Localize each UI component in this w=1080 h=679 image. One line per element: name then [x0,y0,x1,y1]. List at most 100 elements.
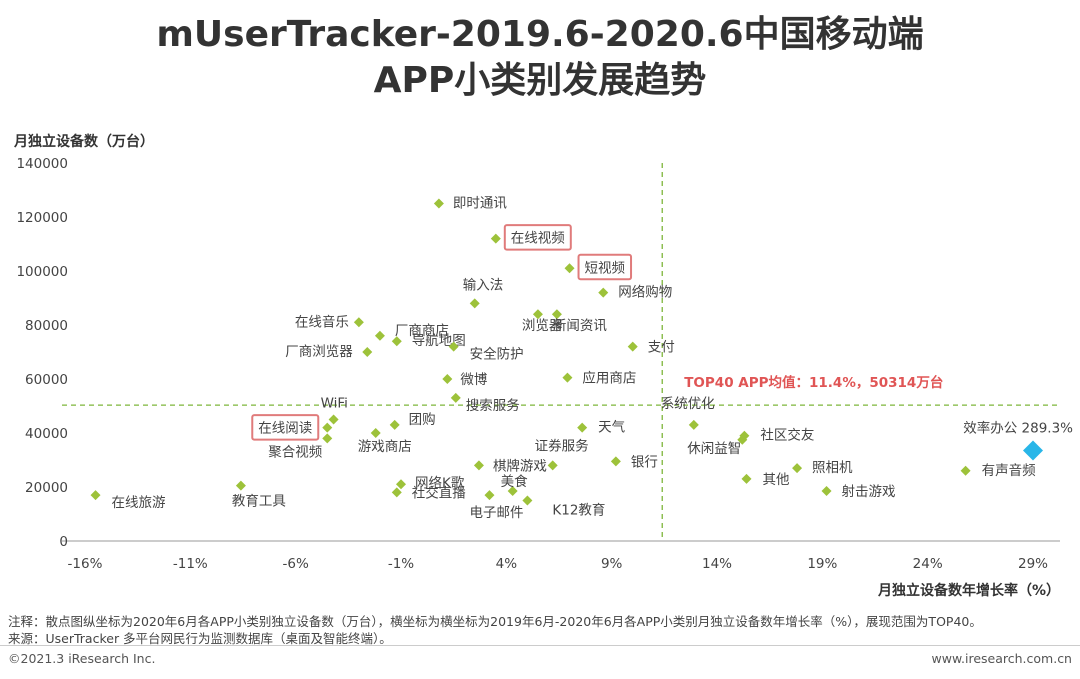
data-point [322,422,333,433]
scatter-chart: 月独立设备数（万台） 月独立设备数年增长率（%） 0 20000 40000 60000 8… [13,133,1073,599]
y-tick-label: 60000 [25,372,68,388]
data-point [564,263,575,274]
data-point-label: 网络购物 [618,285,672,301]
data-point-label: 射击游戏 [842,484,896,500]
x-tick-label: 24% [913,556,943,572]
highlight-label: 效率办公 289.3% [963,420,1073,437]
data-point-label: 厂商浏览器 [285,344,353,360]
data-point [562,372,573,383]
chart-note: 注释：散点图纵坐标为2020年6月各APP小类别独立设备数（万台），横坐标为横坐… [8,614,982,629]
data-point [450,392,461,403]
highlight-point [1023,440,1043,461]
x-tick-label: -1% [388,556,414,572]
x-tick-label: -11% [173,556,208,572]
data-point-label: 电子邮件 [469,505,523,521]
data-point [469,298,480,309]
data-point [433,198,444,209]
data-point-label: 证券服务 [535,438,589,454]
data-point-label: 应用商店 [582,370,636,387]
data-point [598,287,609,298]
data-point [551,309,562,320]
data-point-label: 在线阅读 [258,421,312,437]
x-tick-label: 14% [702,556,732,572]
data-point [688,419,699,430]
data-point [391,336,402,347]
x-tick-label: 4% [496,556,518,572]
data-point [374,330,385,341]
data-point [577,422,588,433]
data-point-label: 即时通讯 [453,196,507,212]
data-point [490,233,501,244]
data-point [627,341,638,352]
data-point [448,341,459,352]
data-point [532,309,543,320]
data-point-label: 厂商商店 [395,323,449,339]
data-point-label: 其他 [762,472,789,488]
mean-annotation: TOP40 APP均值：11.4%，50314万台 [684,374,943,391]
data-point-label: 照相机 [812,460,853,476]
data-point-label: K12教育 [552,503,605,519]
data-point-label: 天气 [598,420,625,436]
data-point [90,490,101,501]
data-point-label: 银行 [631,454,658,470]
data-point [821,486,832,497]
data-point [792,463,803,474]
data-point [353,317,364,328]
y-axis-label: 月独立设备数（万台） [13,133,154,150]
data-point-label: 系统优化 [661,396,715,412]
data-point [522,495,533,506]
footer-copyright: ©2021.3 iResearch Inc. [8,651,156,666]
data-point-label: 在线旅游 [112,495,166,511]
y-tick-label: 120000 [16,210,68,226]
data-point [391,487,402,498]
data-point-label: 聚合视频 [268,444,322,460]
data-point-label: 输入法 [463,277,504,293]
data-point-label: 社交直播 [412,484,466,501]
data-point-label: 浏览器 [522,318,563,334]
data-point [389,419,400,430]
y-tick-label: 0 [59,534,68,550]
x-axis-label: 月独立设备数年增长率（%） [877,582,1060,599]
data-point-label: 新闻资讯 [553,318,607,334]
x-tick-label: 9% [601,556,623,572]
highlight-box [251,414,320,441]
x-tick-label: -6% [283,556,309,572]
chart-title-line2: APP小类别发展趋势 [373,60,707,101]
data-point-label: 搜索服务 [466,398,520,414]
data-point-label: 网络K歌 [415,475,465,491]
data-point [737,434,748,445]
data-point-label: 美食 [501,473,529,490]
data-point-label: 支付 [648,340,675,356]
data-point-label: 教育工具 [232,494,286,510]
data-point [370,428,381,438]
data-point [442,374,453,384]
data-point-label: 团购 [409,412,436,428]
y-tick-label: 100000 [16,264,68,280]
data-point-label: 在线音乐 [295,313,349,330]
data-point-label: 休闲益智 [687,441,741,457]
data-point [362,347,373,357]
data-point [960,465,971,476]
data-point [473,460,484,471]
data-point-label: 在线视频 [511,231,565,247]
data-point [547,460,558,471]
data-point [484,490,495,501]
data-point-label: 有声音频 [982,462,1036,479]
chart-title-line1: mUserTracker-2019.6-2020.6中国移动端 [156,14,924,55]
data-point [610,456,621,467]
data-point-label: 棋牌游戏 [493,457,547,474]
highlight-box [503,224,572,251]
footer-website: www.iresearch.com.cn [931,651,1073,666]
data-point [396,479,406,490]
data-point [507,486,518,497]
data-point-label: 安全防护 [470,346,524,363]
highlight-box [577,253,633,281]
chart-source: 来源：UserTracker 多平台网民行为监测数据库（桌面及智能终端）。 [8,631,392,646]
y-tick-label: 140000 [16,156,68,172]
data-point-label: 微博 [460,371,487,388]
data-point-label: 短视频 [585,260,626,276]
y-tick-label: 40000 [25,426,68,442]
data-point-label: 游戏商店 [358,439,412,455]
x-tick-label: -16% [68,556,103,572]
data-point-label: WiFi [321,396,348,412]
